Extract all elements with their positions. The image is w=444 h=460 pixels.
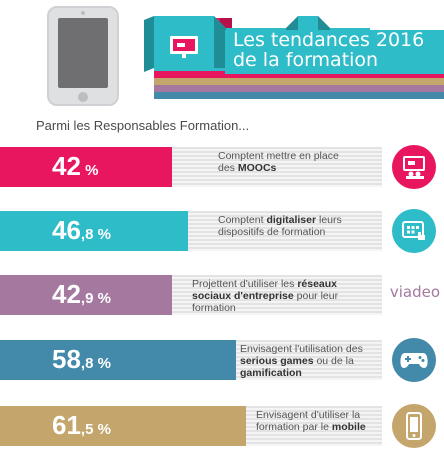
- subtitle: Parmi les Responsables Formation...: [36, 118, 250, 133]
- stat-row-mobile: 61,5 % Envisagent d'utiliser la formatio…: [0, 404, 444, 448]
- stat-bar: 42 %: [0, 147, 172, 187]
- stat-row-games: 58,8 % Envisagent l'utilisation des seri…: [0, 338, 444, 382]
- stat-hatch-bg: [172, 147, 382, 187]
- presentation-screen-icon: [392, 145, 436, 189]
- tablet-camera: [81, 11, 85, 15]
- tablet-illustration: [47, 6, 119, 106]
- stat-row-moocs: 42 % Comptent mettre en place des MOOCs: [0, 145, 444, 189]
- stat-description: Envisagent l'utilisation des serious gam…: [240, 343, 363, 379]
- stat-percent: 42,9 %: [52, 279, 111, 309]
- page-title-line1: Les tendances 2016: [233, 29, 425, 51]
- stat-percent: 42 %: [52, 151, 99, 181]
- stat-description: Projettent d'utiliser les réseaux sociau…: [192, 278, 339, 314]
- stat-description: Envisagent d'utiliser la formation par l…: [256, 409, 366, 433]
- stat-hatch-bg: [236, 340, 382, 380]
- stat-bar: 46,8 %: [0, 211, 188, 251]
- tablet-home-button: [78, 92, 88, 102]
- stat-bar: 58,8 %: [0, 340, 236, 380]
- stat-percent: 58,8 %: [52, 344, 111, 374]
- stat-hatch-bg: [246, 406, 382, 446]
- stat-bar: 42,9 %: [0, 275, 172, 315]
- stat-hatch-bg: [172, 275, 382, 315]
- stat-description: Comptent digitaliser leurs dispositifs d…: [218, 214, 342, 238]
- viadeo-logo: viadeo: [389, 283, 440, 301]
- stat-bar: 61,5 %: [0, 406, 246, 446]
- touch-tablet-icon: [392, 209, 436, 253]
- stat-row-social: 42,9 % Projettent d'utiliser les réseaux…: [0, 275, 444, 315]
- tablet-screen: [58, 18, 108, 88]
- stat-row-digital: 46,8 % Comptent digitaliser leurs dispos…: [0, 209, 444, 253]
- page-title-line2: de la formation: [233, 49, 379, 71]
- stat-percent: 46,8 %: [52, 215, 111, 245]
- smartphone-icon: [392, 404, 436, 448]
- title-block: Les tendances 2016 de la formation: [225, 30, 444, 74]
- stat-hatch-bg: [188, 211, 382, 251]
- gamepad-icon: [392, 338, 436, 382]
- stat-description: Comptent mettre en place des MOOCs: [218, 150, 339, 174]
- stat-percent: 61,5 %: [52, 410, 111, 440]
